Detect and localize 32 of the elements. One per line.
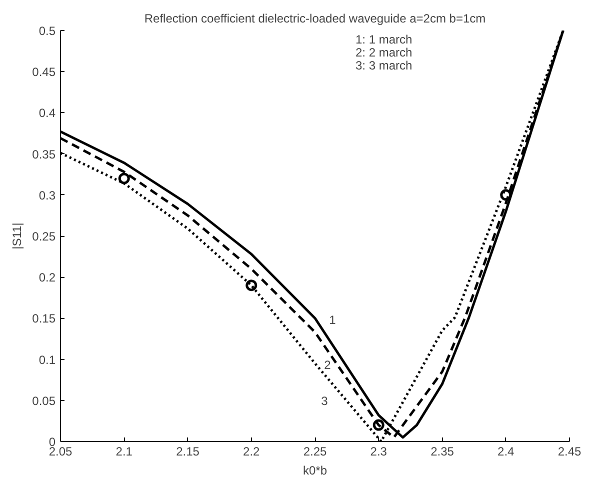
point bbox=[118, 172, 130, 184]
chart-title: Reflection coefficient dielectric-loaded waveguide a=2cm b=1cm bbox=[144, 12, 486, 26]
x-tick-label: 2.45 bbox=[558, 444, 582, 458]
annotation: 2 bbox=[324, 358, 332, 372]
y-tick-label: 0.3 bbox=[38, 188, 56, 202]
x-tick-label: 2.1 bbox=[116, 444, 133, 458]
annotation: 1 bbox=[329, 313, 336, 327]
x-tick-label: 2.15 bbox=[176, 444, 200, 458]
y-tick-label: 0.2 bbox=[38, 270, 56, 285]
y-tick-label: 0.05 bbox=[32, 394, 56, 408]
x-tick-label: 2.35 bbox=[430, 444, 454, 458]
x-tick-label: 2.05 bbox=[48, 444, 73, 458]
annotation: 2: 2 march bbox=[356, 46, 412, 60]
x-tick-label: 2.3 bbox=[370, 444, 388, 458]
y-tick-label: 0.45 bbox=[32, 65, 56, 80]
y-axis-title: |S11| bbox=[10, 222, 24, 250]
x-tick-label: 2.4 bbox=[498, 444, 515, 458]
x-axis-title: k0*b bbox=[302, 464, 328, 478]
y-tick-label: 0.4 bbox=[38, 106, 56, 120]
annotation: 3 bbox=[321, 394, 328, 408]
point bbox=[246, 280, 258, 292]
y-tick-label: 0.1 bbox=[38, 352, 56, 367]
x-tick-label: 2.25 bbox=[303, 444, 328, 458]
annotation: 1: 1 march bbox=[356, 32, 412, 46]
y-tick-label: 0.15 bbox=[32, 312, 56, 326]
point bbox=[500, 189, 512, 201]
annotation: 3: 3 march bbox=[356, 58, 412, 72]
point bbox=[372, 419, 384, 431]
y-tick-label: 0.25 bbox=[32, 230, 56, 244]
y-tick-label: 0.35 bbox=[32, 147, 56, 162]
x-tick-label: 2.2 bbox=[243, 444, 260, 458]
y-tick-label: 0.5 bbox=[38, 24, 56, 38]
